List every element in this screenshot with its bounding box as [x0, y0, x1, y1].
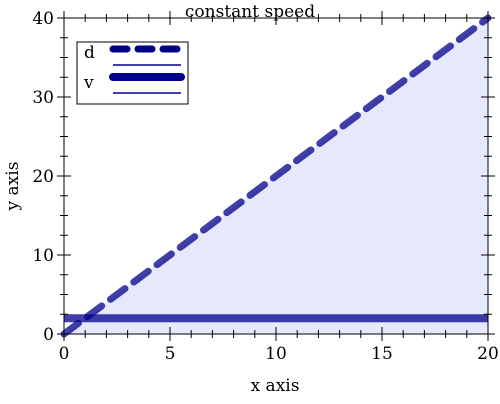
y-tick-label: 0 [43, 325, 54, 345]
axes: 0 5 10 15 20 0 10 20 30 40 [32, 9, 498, 364]
chart-title: constant speed [185, 2, 315, 22]
legend-label-d: d [84, 43, 95, 63]
x-axis-label: x axis [251, 376, 300, 396]
x-tick-label: 5 [165, 344, 176, 364]
legend-label-v: v [83, 73, 94, 93]
y-tick-label: 40 [32, 9, 54, 29]
x-tick-label: 15 [371, 344, 393, 364]
y-tick-label: 30 [32, 88, 54, 108]
series-d-line [60, 14, 492, 338]
y-axis-label: y axis [3, 162, 23, 212]
y-tick-label: 10 [32, 246, 54, 266]
legend: dv [76, 41, 189, 105]
y-tick-label: 20 [32, 167, 54, 187]
x-tick-label: 20 [477, 344, 499, 364]
plot-area [60, 14, 492, 338]
x-tick-label: 10 [265, 344, 287, 364]
x-tick-label: 0 [59, 344, 70, 364]
